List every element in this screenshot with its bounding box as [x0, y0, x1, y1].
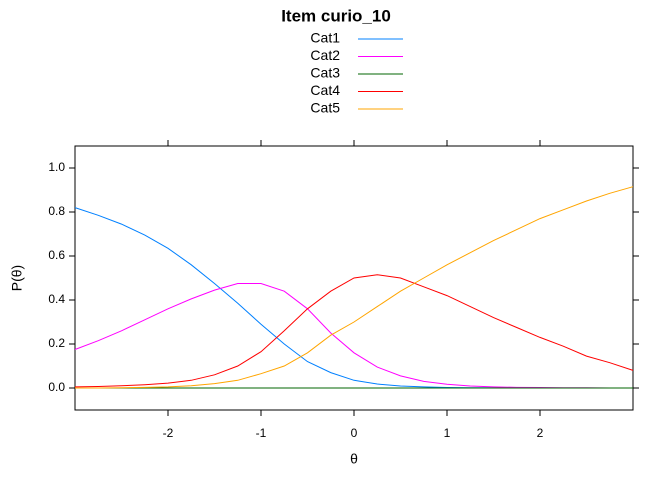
curve [75, 186, 634, 389]
x-tick-label: 2 [537, 426, 544, 440]
x-tick-label: -1 [256, 426, 267, 440]
legend-label: Cat3 [310, 65, 340, 81]
y-tick-label: 1.0 [48, 160, 65, 174]
curve [74, 207, 633, 389]
legend-label: Cat5 [310, 100, 340, 116]
x-tick-label: 0 [351, 426, 358, 440]
y-axis-label: P(θ) [9, 265, 25, 291]
y-tick-label: 0.4 [48, 292, 65, 306]
y-tick-label: 0.6 [48, 248, 65, 262]
x-tick-label: -2 [163, 426, 174, 440]
legend-label: Cat2 [310, 47, 340, 63]
x-tick-label: 1 [444, 426, 451, 440]
y-tick-label: 0.8 [48, 204, 65, 218]
chart-title: Item curio_10 [281, 6, 391, 25]
legend-label: Cat1 [310, 30, 340, 46]
y-tick-label: 0.0 [48, 380, 65, 394]
legend-label: Cat4 [310, 82, 340, 98]
curve [74, 283, 633, 389]
x-axis-label: θ [350, 451, 358, 467]
curve [74, 274, 634, 388]
y-tick-label: 0.2 [48, 336, 65, 350]
